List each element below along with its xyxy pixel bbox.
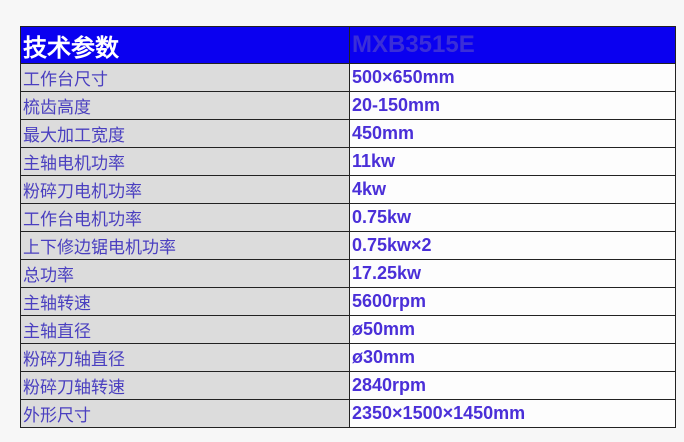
spec-value: 17.25kw [349,259,676,288]
table-row: 总功率 17.25kw [20,259,676,288]
table-title: 技术参数 [20,26,350,64]
table-row: 上下修边锯电机功率 0.75kw×2 [20,231,676,260]
spec-value: 500×650mm [349,63,676,92]
table-row: 主轴直径 ø50mm [20,315,676,344]
spec-label: 工作台尺寸 [20,63,350,92]
table-row: 粉碎刀轴转速 2840rpm [20,371,676,400]
spec-value: 20-150mm [349,91,676,120]
spec-label: 外形尺寸 [20,399,350,428]
table-header-row: 技术参数 MXB3515E [20,26,676,64]
spec-label: 主轴电机功率 [20,147,350,176]
table-row: 粉碎刀电机功率 4kw [20,175,676,204]
spec-label: 工作台电机功率 [20,203,350,232]
table-row: 梳齿高度 20-150mm [20,91,676,120]
spec-value: ø30mm [349,343,676,372]
spec-label: 粉碎刀电机功率 [20,175,350,204]
spec-label: 主轴转速 [20,287,350,316]
table-row: 工作台尺寸 500×650mm [20,63,676,92]
table-row: 工作台电机功率 0.75kw [20,203,676,232]
spec-table: 技术参数 MXB3515E 工作台尺寸 500×650mm 梳齿高度 20-150mm… [20,26,676,428]
spec-value: 450mm [349,119,676,148]
spec-value: 2840rpm [349,371,676,400]
spec-value: 5600rpm [349,287,676,316]
model-name: MXB3515E [349,26,676,64]
table-row: 粉碎刀轴直径 ø30mm [20,343,676,372]
spec-label: 总功率 [20,259,350,288]
spec-label: 梳齿高度 [20,91,350,120]
table-row: 主轴转速 5600rpm [20,287,676,316]
spec-label: 最大加工宽度 [20,119,350,148]
spec-label: 上下修边锯电机功率 [20,231,350,260]
spec-value: 11kw [349,147,676,176]
table-row: 主轴电机功率 11kw [20,147,676,176]
table-row: 最大加工宽度 450mm [20,119,676,148]
spec-value: 0.75kw×2 [349,231,676,260]
spec-value: 4kw [349,175,676,204]
spec-value: 0.75kw [349,203,676,232]
spec-label: 粉碎刀轴直径 [20,343,350,372]
spec-value: 2350×1500×1450mm [349,399,676,428]
spec-label: 主轴直径 [20,315,350,344]
spec-label: 粉碎刀轴转速 [20,371,350,400]
table-row: 外形尺寸 2350×1500×1450mm [20,399,676,428]
spec-value: ø50mm [349,315,676,344]
